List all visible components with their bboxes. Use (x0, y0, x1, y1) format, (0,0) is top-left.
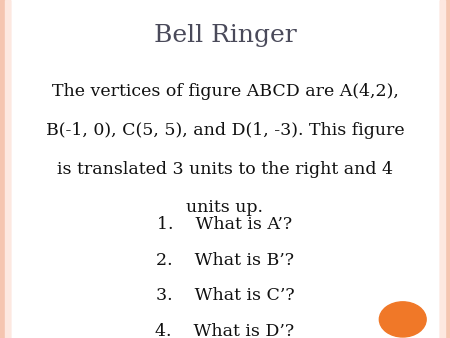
Text: Bell Ringer: Bell Ringer (153, 24, 297, 47)
Circle shape (379, 302, 426, 337)
Text: B(-1, 0), C(5, 5), and D(1, -3). This figure: B(-1, 0), C(5, 5), and D(1, -3). This fi… (46, 122, 404, 139)
Bar (440, 0, 450, 338)
Text: The vertices of figure ABCD are A(4,2),: The vertices of figure ABCD are A(4,2), (52, 83, 398, 100)
Bar (0, 0, 10, 338)
Bar (5, 0, 10, 338)
Text: 4.    What is D’?: 4. What is D’? (155, 323, 295, 338)
Text: 1.    What is A’?: 1. What is A’? (158, 216, 292, 233)
Text: is translated 3 units to the right and 4: is translated 3 units to the right and 4 (57, 161, 393, 177)
Bar (440, 0, 445, 338)
Text: 2.    What is B’?: 2. What is B’? (156, 252, 294, 269)
Text: 3.    What is C’?: 3. What is C’? (156, 287, 294, 304)
Text: units up.: units up. (186, 199, 264, 216)
